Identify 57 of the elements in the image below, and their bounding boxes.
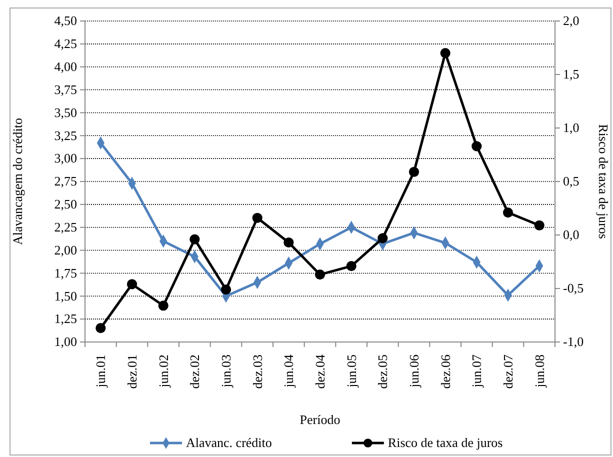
y-tick-label: 1,75 [54,265,77,280]
x-tick-label: dez.03 [250,354,265,389]
x-tick-label: jun.05 [344,354,359,388]
point [190,234,200,244]
x-tick-label: jun.01 [93,354,108,388]
y-tick-label: 3,25 [54,128,77,143]
point [96,323,106,334]
x-tick-label: jun.08 [532,354,547,388]
point [284,237,294,248]
y-tick-label: 2,00 [54,242,77,258]
y2-tick-label: 2,0 [563,13,580,28]
point [534,220,544,230]
point [472,141,482,152]
y-tick-label: 1,00 [54,334,77,350]
y-tick-label: 3,75 [54,82,77,97]
legend-label: Alavanc. crédito [186,435,272,450]
x-tick-label: dez.04 [312,354,328,389]
y2-tick-label: 0,5 [563,174,580,189]
y-tick-label: 1,25 [54,311,77,326]
y-axis-title: Alavancagem do crédito [10,118,25,246]
point [346,260,356,272]
point [126,279,138,290]
y2-tick-label: -0,5 [563,280,584,296]
x-tick-label: dez.06 [438,354,453,389]
point [440,48,450,58]
y2-tick-label: 1,0 [563,120,580,136]
y-tick-label: 3,00 [54,150,77,166]
x-tick-label: dez.05 [375,354,390,389]
x-tick-label: jun.02 [156,354,171,388]
legend-label: Risco de taxa de juros [388,435,503,450]
x-axis-title: Período [300,412,340,427]
x-tick-label: jun.03 [218,354,234,388]
point [252,212,262,223]
y-tick-label: 4,50 [54,13,77,28]
point [408,166,420,177]
y-tick-label: 4,00 [54,59,77,74]
point [502,207,514,218]
x-tick-label: jun.07 [469,354,484,388]
y-tick-label: 2,50 [54,196,77,212]
y2-axis-title: Risco de taxa de juros [596,124,611,239]
y-tick-label: 4,25 [54,36,77,52]
point [220,284,232,295]
y2-tick-label: -1,0 [563,334,584,350]
y-tick-label: 2,25 [54,220,77,235]
point [378,233,388,244]
point [158,300,168,311]
x-tick-label: dez.01 [124,354,140,389]
y-tick-label: 3,50 [54,104,77,120]
x-tick-label: jun.06 [406,354,422,388]
x-tick-label: dez.07 [500,354,516,389]
point [314,270,326,280]
y-tick-label: 2,75 [54,174,77,189]
x-tick-label: dez.02 [187,354,202,389]
y2-tick-label: 1,5 [563,66,580,82]
y2-tick-label: 0,0 [563,227,580,242]
x-tick-label: jun.04 [281,354,296,388]
y-tick-label: 1,50 [54,288,77,304]
